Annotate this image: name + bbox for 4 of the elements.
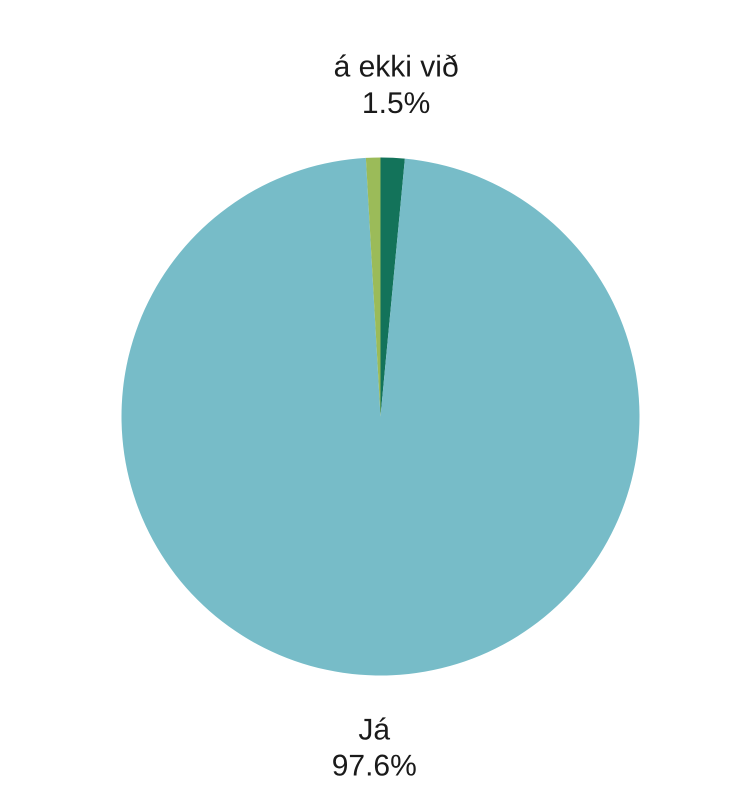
data-label: 97.6% [332, 750, 417, 783]
slice-label: á ekki við [334, 50, 459, 84]
data-label: 1.5% [362, 86, 430, 120]
slice-label: Já [358, 713, 390, 746]
